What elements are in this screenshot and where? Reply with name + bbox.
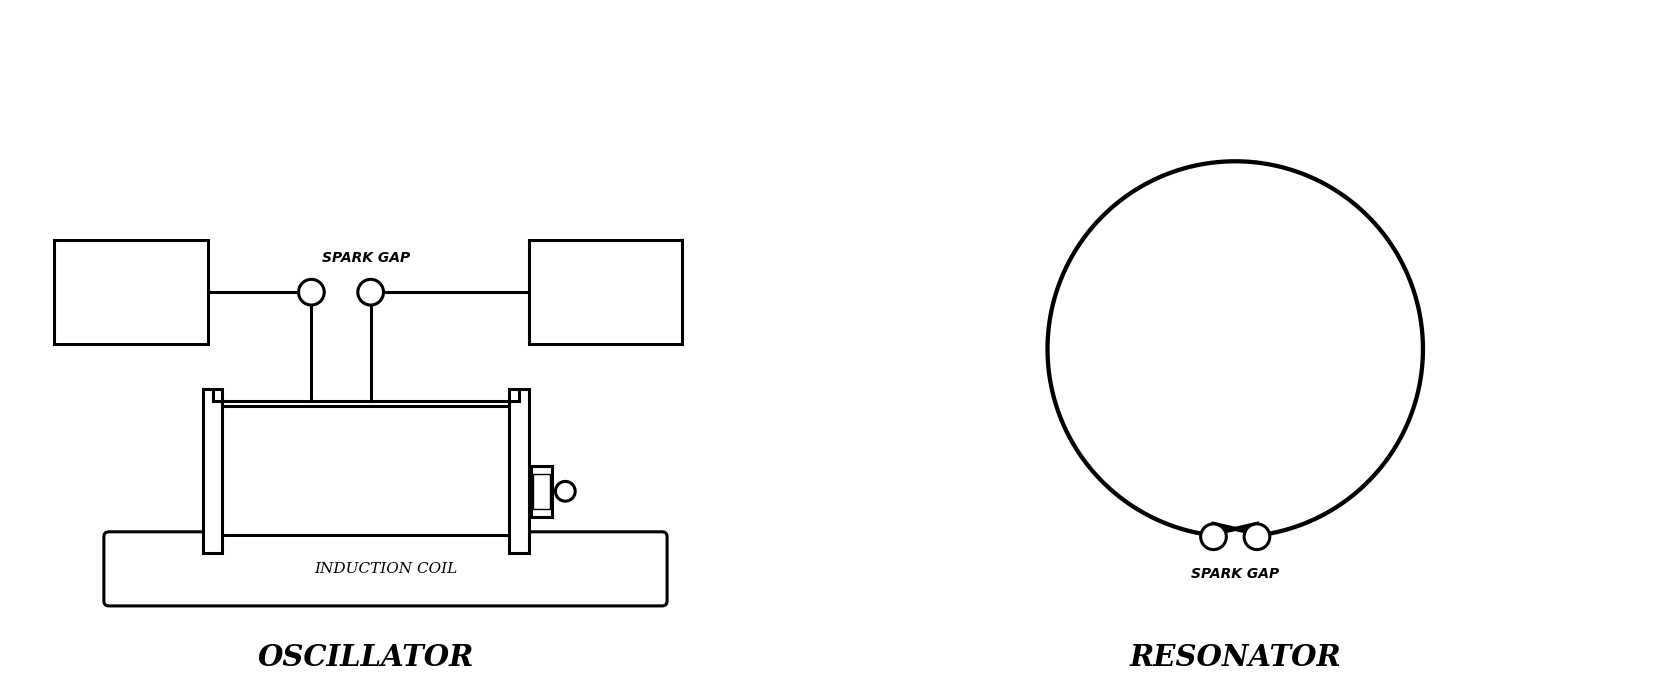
Bar: [531, 466, 553, 517]
Circle shape: [1245, 524, 1270, 549]
Bar: [529, 240, 682, 344]
Text: OSCILLATOR: OSCILLATOR: [257, 643, 474, 672]
Circle shape: [358, 280, 383, 305]
Text: SPARK GAP: SPARK GAP: [321, 250, 410, 264]
Bar: [203, 389, 222, 552]
Text: INDUCTION COIL: INDUCTION COIL: [314, 562, 457, 576]
Bar: [213, 406, 519, 535]
Circle shape: [299, 280, 324, 305]
Bar: [533, 473, 551, 509]
Text: RESONATOR: RESONATOR: [1129, 643, 1341, 672]
Bar: [54, 240, 208, 344]
Circle shape: [556, 482, 575, 501]
Bar: [509, 389, 529, 552]
FancyBboxPatch shape: [104, 532, 667, 606]
Text: SPARK GAP: SPARK GAP: [1191, 568, 1278, 582]
Circle shape: [1201, 524, 1226, 549]
